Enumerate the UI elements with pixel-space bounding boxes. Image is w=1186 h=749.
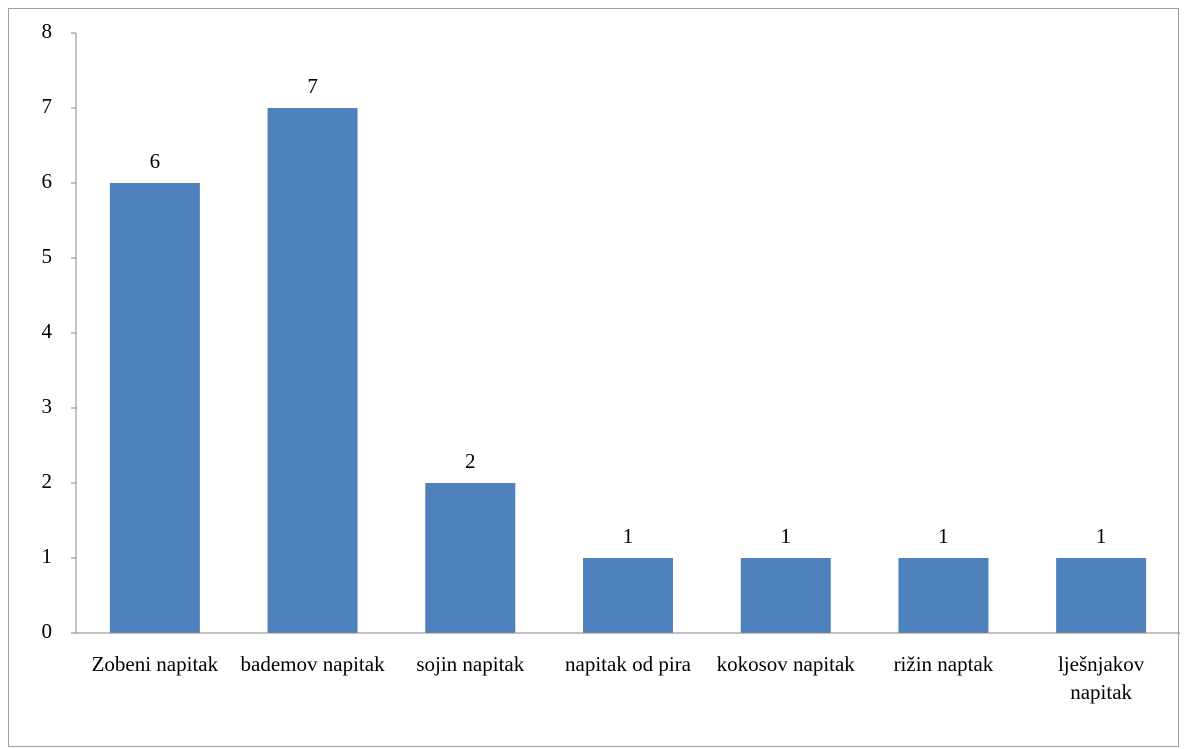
- bar: [109, 183, 200, 633]
- x-tick-label: rižin naptak: [893, 652, 994, 676]
- data-label: 2: [465, 449, 476, 473]
- data-label: 6: [150, 149, 161, 173]
- y-tick-label: 0: [42, 619, 53, 643]
- x-tick-label: sojin napitak: [416, 652, 525, 676]
- bar: [267, 108, 358, 633]
- y-tick-label: 3: [42, 394, 53, 418]
- y-tick-label: 7: [42, 94, 53, 118]
- data-label: 1: [1096, 524, 1107, 548]
- bar: [1056, 558, 1147, 633]
- x-tick-label: napitak od pira: [565, 652, 691, 676]
- data-label: 7: [307, 74, 318, 98]
- y-tick-label: 4: [42, 319, 53, 343]
- chart-border: [8, 8, 1179, 747]
- x-tick-label: kokosov napitak: [716, 652, 855, 676]
- y-tick-label: 6: [42, 169, 53, 193]
- y-tick-label: 1: [42, 544, 53, 568]
- data-label: 1: [780, 524, 791, 548]
- bar: [425, 483, 516, 633]
- data-label: 1: [623, 524, 634, 548]
- y-tick-label: 2: [42, 469, 53, 493]
- data-label: 1: [938, 524, 949, 548]
- x-tick-label: Zobeni napitak: [91, 652, 219, 676]
- y-tick-label: 5: [42, 244, 53, 268]
- bar: [583, 558, 673, 633]
- x-tick-label: lješnjakov napitak: [1057, 652, 1145, 704]
- y-tick-label: 8: [42, 19, 53, 43]
- bar: [898, 558, 989, 633]
- bar: [740, 558, 831, 633]
- x-tick-label: bademov napitak: [240, 652, 385, 676]
